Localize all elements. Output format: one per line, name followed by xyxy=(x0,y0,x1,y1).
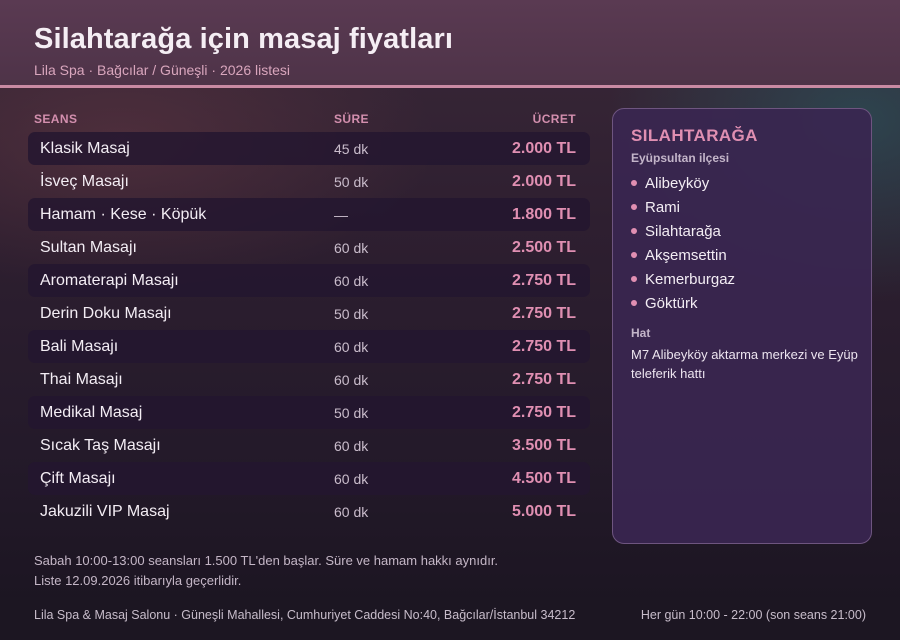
transit-text: M7 Alibeyköy aktarma merkezi ve Eyüp tel… xyxy=(631,347,858,381)
neighborhood-item: Alibeyköy xyxy=(631,171,735,195)
service-price: 2.000 TL xyxy=(511,173,576,190)
table-row: Çift Masajı 60 dk 4.500 TL xyxy=(28,462,590,495)
table-row: Bali Masajı 60 dk 2.750 TL xyxy=(28,330,590,363)
neighborhood-name: Silahtarağa xyxy=(645,222,721,240)
service-name: Bali Masajı xyxy=(40,338,119,355)
service-name: Derin Doku Masajı xyxy=(40,305,172,322)
transit-label: Hat xyxy=(631,326,651,340)
district-subtitle: Eyüpsultan ilçesi xyxy=(631,151,730,165)
service-duration: 50 dk xyxy=(334,405,369,421)
table-row: Jakuzili VIP Masaj 60 dk 5.000 TL xyxy=(28,495,590,528)
neighborhood-name: Alibeyköy xyxy=(645,174,710,192)
district-info-panel: SILAHTARAĞA Eyüpsultan ilçesi Alibeyköy R… xyxy=(612,108,872,544)
bullet-dot-icon xyxy=(631,228,637,234)
table-row: Sıcak Taş Masajı 60 dk 3.500 TL xyxy=(28,429,590,462)
page-header: Silahtarağa için masaj fiyatları Lila Sp… xyxy=(0,0,900,88)
table-row: İsveç Masajı 50 dk 2.000 TL xyxy=(28,165,590,198)
table-row: Klasik Masaj 45 dk 2.000 TL xyxy=(28,132,590,165)
service-name: Sultan Masajı xyxy=(40,239,137,256)
neighborhood-name: Göktürk xyxy=(645,294,698,312)
service-duration: 60 dk xyxy=(334,504,369,520)
footnote-valid-date: Liste 12.09.2026 itibarıyla geçerlidir. xyxy=(34,573,242,588)
service-duration: 50 dk xyxy=(334,174,369,190)
service-duration: 60 dk xyxy=(334,438,369,454)
bullet-dot-icon xyxy=(631,276,637,282)
service-duration: 60 dk xyxy=(334,372,369,388)
service-duration: 60 dk xyxy=(334,471,369,487)
service-price: 2.750 TL xyxy=(511,404,576,421)
service-price: 3.500 TL xyxy=(511,437,576,454)
neighborhood-item: Kemerburgaz xyxy=(631,267,735,291)
price-table: Klasik Masaj 45 dk 2.000 TL İsveç Masajı 50 … xyxy=(28,132,590,528)
column-header-sure: SÜRE xyxy=(334,112,369,126)
service-duration: — xyxy=(334,207,348,223)
service-price: 5.000 TL xyxy=(511,503,576,520)
service-name: Sıcak Taş Masajı xyxy=(40,437,161,454)
table-row: Thai Masajı 60 dk 2.750 TL xyxy=(28,363,590,396)
service-price: 2.750 TL xyxy=(511,305,576,322)
service-name: Thai Masajı xyxy=(40,371,123,388)
page-footer: Lila Spa & Masaj Salonu · Güneşli Mahall… xyxy=(0,597,900,640)
footnote: Sabah 10:00-13:00 seansları 1.500 TL'den… xyxy=(34,551,594,591)
neighborhood-name: Kemerburgaz xyxy=(645,270,736,288)
table-row: Medikal Masaj 50 dk 2.750 TL xyxy=(28,396,590,429)
service-duration: 60 dk xyxy=(334,240,369,256)
column-header-ucret: ÜCRET xyxy=(532,112,576,126)
service-duration: 50 dk xyxy=(334,306,369,322)
table-row: Derin Doku Masajı 50 dk 2.750 TL xyxy=(28,297,590,330)
service-name: Klasik Masaj xyxy=(40,140,130,157)
bullet-dot-icon xyxy=(631,180,637,186)
service-price: 2.000 TL xyxy=(511,140,576,157)
service-name: Medikal Masaj xyxy=(40,404,143,421)
column-header-seans: SEANS xyxy=(34,112,78,126)
service-price: 2.750 TL xyxy=(511,371,576,388)
neighborhood-item: Silahtarağa xyxy=(631,219,735,243)
service-price: 1.800 TL xyxy=(511,206,576,223)
service-name: Aromaterapi Masajı xyxy=(40,272,179,289)
bullet-dot-icon xyxy=(631,300,637,306)
neighborhood-item: Akşemsettin xyxy=(631,243,735,267)
service-price: 2.750 TL xyxy=(511,272,576,289)
service-name: Çift Masajı xyxy=(40,470,116,487)
footnote-morning-note: Sabah 10:00-13:00 seansları 1.500 TL'den… xyxy=(34,553,499,568)
service-duration: 60 dk xyxy=(334,339,369,355)
table-row: Aromaterapi Masajı 60 dk 2.750 TL xyxy=(28,264,590,297)
table-row: Hamam · Kese · Köpük — 1.800 TL xyxy=(28,198,590,231)
neighborhood-list: Alibeyköy Rami Silahtarağa Akşemsettin Kemer… xyxy=(631,171,735,315)
page-title: Silahtarağa için masaj fiyatları xyxy=(34,23,454,55)
neighborhood-name: Rami xyxy=(645,198,681,216)
footer-address: Lila Spa & Masaj Salonu · Güneşli Mahall… xyxy=(34,608,576,622)
service-duration: 60 dk xyxy=(334,273,369,289)
table-row: Sultan Masajı 60 dk 2.500 TL xyxy=(28,231,590,264)
neighborhood-name: Akşemsettin xyxy=(645,246,727,264)
neighborhood-item: Rami xyxy=(631,195,735,219)
service-price: 4.500 TL xyxy=(511,470,576,487)
bullet-dot-icon xyxy=(631,252,637,258)
neighborhood-item: Göktürk xyxy=(631,291,735,315)
service-name: İsveç Masajı xyxy=(40,173,129,190)
service-name: Hamam · Kese · Köpük xyxy=(40,206,207,223)
service-name: Jakuzili VIP Masaj xyxy=(40,503,170,520)
service-duration: 45 dk xyxy=(334,141,369,157)
footer-hours: Her gün 10:00 - 22:00 (son seans 21:00) xyxy=(640,608,866,622)
service-price: 2.500 TL xyxy=(511,239,576,256)
page-subtitle: Lila Spa · Bağcılar / Güneşli · 2026 lis… xyxy=(34,62,291,78)
bullet-dot-icon xyxy=(631,204,637,210)
district-title: SILAHTARAĞA xyxy=(631,126,758,145)
service-price: 2.750 TL xyxy=(511,338,576,355)
